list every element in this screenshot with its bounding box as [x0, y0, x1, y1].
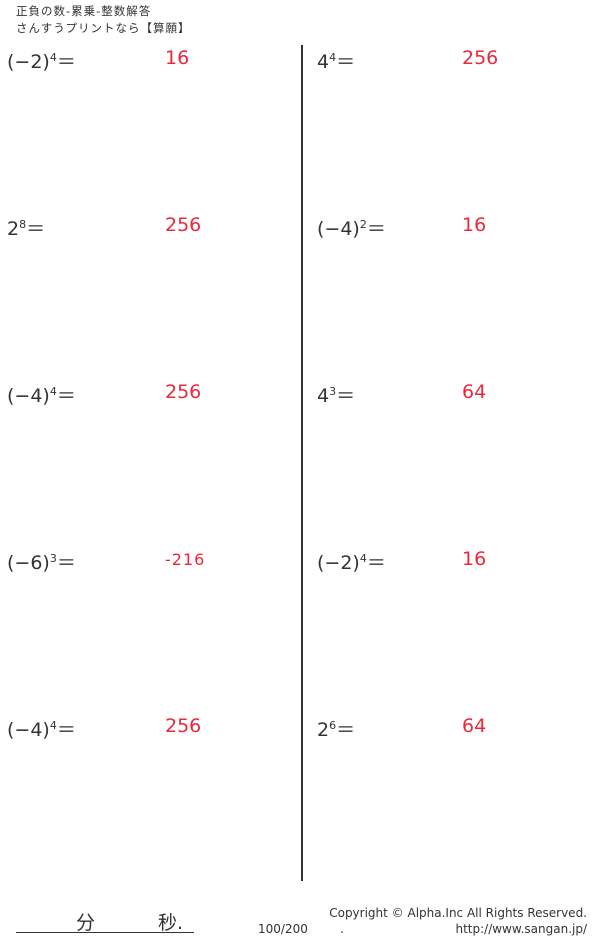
problem-expression: (−6)3＝	[7, 548, 76, 575]
site-url[interactable]: http://www.sangan.jp/	[455, 922, 587, 936]
base: (−6)	[7, 552, 50, 574]
answer: -216	[165, 550, 206, 569]
problem-expression: (−4)2＝	[317, 214, 386, 241]
exponent: 8	[19, 218, 27, 231]
exponent: 4	[49, 51, 57, 64]
base: 2	[317, 719, 330, 741]
column-divider	[301, 45, 303, 881]
equals: ＝	[56, 51, 76, 73]
base: 4	[317, 51, 330, 73]
base: (−4)	[7, 385, 50, 407]
answer: 64	[462, 715, 487, 737]
copyright: Copyright © Alpha.Inc All Rights Reserve…	[329, 906, 587, 920]
problem-expression: (−4)4＝	[7, 715, 76, 742]
equals: ＝	[26, 218, 46, 240]
exponent: 2	[359, 218, 367, 231]
exponent: 4	[329, 51, 337, 64]
score: 100/200	[258, 922, 308, 936]
worksheet-title: 正負の数-累乗-整数解答	[16, 4, 152, 18]
answer: 64	[462, 381, 487, 403]
equals: ＝	[336, 719, 356, 741]
equals: ＝	[366, 552, 386, 574]
equals: ＝	[56, 385, 76, 407]
equals: ＝	[56, 552, 76, 574]
problem-expression: 43＝	[317, 381, 355, 408]
problem-expression: (−4)4＝	[7, 381, 76, 408]
problem-expression: 28＝	[7, 214, 45, 241]
equals: ＝	[366, 218, 386, 240]
exponent: 6	[329, 719, 337, 732]
base: (−4)	[317, 218, 360, 240]
answer: 16	[462, 214, 487, 236]
equals: ＝	[336, 385, 356, 407]
problem-expression: 26＝	[317, 715, 355, 742]
minutes-label: 分	[76, 912, 96, 934]
equals: ＝	[56, 719, 76, 741]
answer: 16	[462, 548, 487, 570]
base: 2	[7, 218, 20, 240]
base: (−2)	[317, 552, 360, 574]
base: (−4)	[7, 719, 50, 741]
base: 4	[317, 385, 330, 407]
answer: 256	[165, 381, 202, 403]
answer: 16	[165, 47, 190, 69]
equals: ＝	[336, 51, 356, 73]
exponent: 3	[329, 385, 337, 398]
problem-expression: (−2)4＝	[7, 47, 76, 74]
problem-expression: (−2)4＝	[317, 548, 386, 575]
exponent: 3	[49, 552, 57, 565]
answer: 256	[165, 715, 202, 737]
answer: 256	[462, 47, 499, 69]
time-underline	[16, 932, 194, 933]
base: (−2)	[7, 51, 50, 73]
exponent: 4	[49, 385, 57, 398]
footer-dot: .	[340, 922, 344, 936]
seconds-label: 秒.	[158, 912, 184, 934]
answer: 256	[165, 214, 202, 236]
exponent: 4	[359, 552, 367, 565]
problem-expression: 44＝	[317, 47, 355, 74]
worksheet-subtitle: さんすうプリントなら【算願】	[16, 21, 191, 35]
exponent: 4	[49, 719, 57, 732]
